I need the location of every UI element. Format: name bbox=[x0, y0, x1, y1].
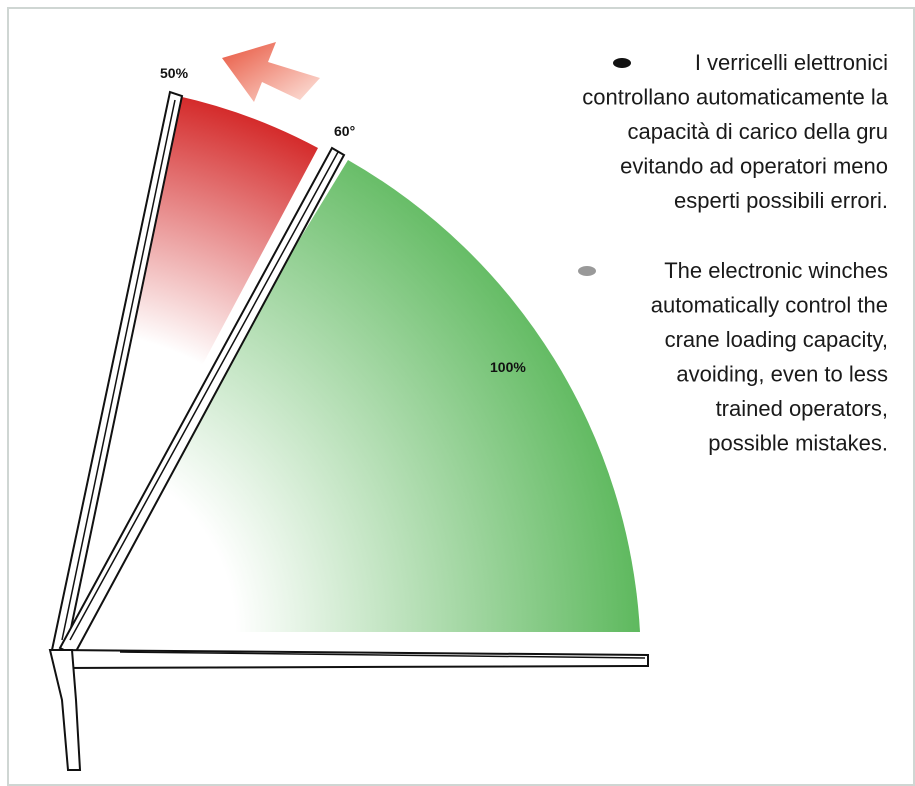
italian-line: evitando ad operatori meno bbox=[620, 154, 888, 179]
english-line: possible mistakes. bbox=[708, 431, 888, 456]
italian-line: esperti possibili errori. bbox=[674, 188, 888, 213]
label-50: 50% bbox=[160, 65, 189, 81]
bullet-gray bbox=[578, 266, 596, 276]
italian-line: capacità di carico della gru bbox=[628, 119, 888, 144]
italian-line: controllano automaticamente la bbox=[582, 85, 888, 110]
green-sector bbox=[60, 160, 640, 632]
boom-details bbox=[61, 99, 646, 659]
english-line: avoiding, even to less bbox=[676, 362, 888, 387]
text-blocks: I verricelli elettronici controllano auto… bbox=[582, 50, 888, 456]
label-60: 60° bbox=[334, 123, 355, 139]
bullet-black bbox=[613, 58, 631, 68]
english-line: automatically control the bbox=[651, 293, 888, 318]
english-line: trained operators, bbox=[716, 396, 888, 421]
english-line: crane loading capacity, bbox=[665, 327, 888, 352]
arrow bbox=[222, 42, 320, 102]
frame bbox=[7, 7, 915, 786]
red-sector bbox=[60, 96, 318, 632]
label-100: 100% bbox=[490, 359, 526, 375]
italian-line: I verricelli elettronici bbox=[695, 50, 888, 75]
column bbox=[48, 649, 82, 771]
english-line: The electronic winches bbox=[664, 258, 888, 283]
